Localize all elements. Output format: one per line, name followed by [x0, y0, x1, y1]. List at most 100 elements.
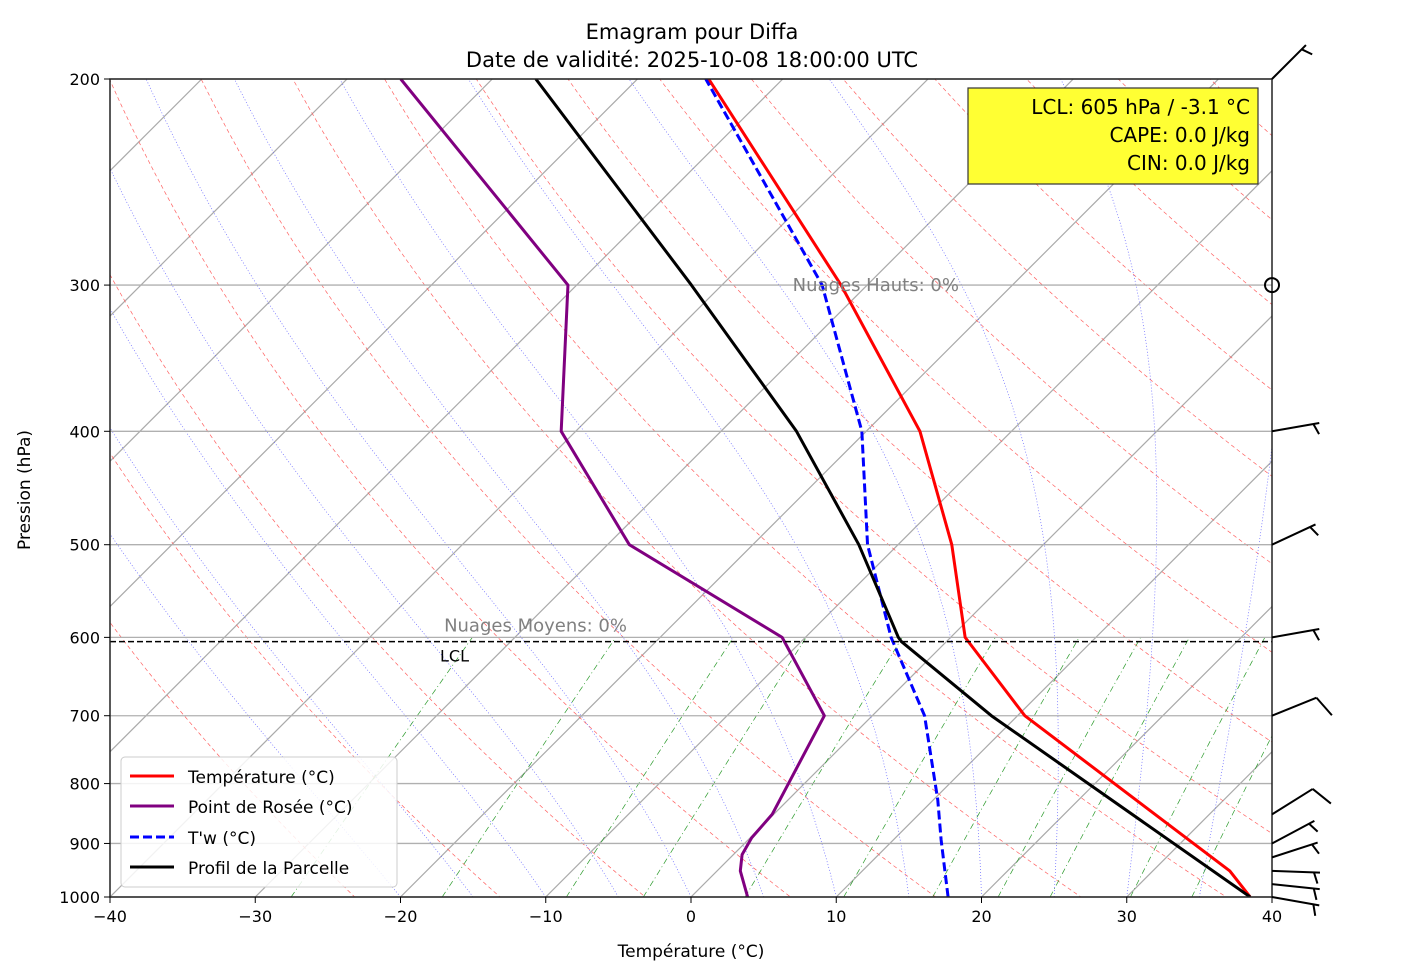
mixing-ratio-line — [566, 637, 734, 897]
wind-barb-feather — [1311, 843, 1320, 855]
wind-barb-staff — [1271, 523, 1316, 546]
wind-barb-staff — [1271, 628, 1320, 639]
dry-adiabat-line — [1273, 53, 1404, 922]
wind-barb-feather — [1312, 888, 1318, 901]
wind-barbs — [1264, 44, 1333, 916]
wind-barb-feather — [1312, 629, 1320, 641]
series-line-profil-de-la-parcelle — [534, 79, 1252, 897]
calm-wind-circle — [1264, 277, 1280, 294]
mixing-ratio-line — [843, 637, 996, 897]
background-lines — [110, 53, 1404, 922]
dry-adiabat-line — [110, 79, 792, 897]
info-box-background — [967, 87, 1259, 185]
y-tick-label: 700 — [69, 707, 100, 726]
legend-label-parcel: Profil de la Parcelle — [188, 859, 349, 879]
x-tick-label: −10 — [529, 907, 563, 926]
x-axis-label: Température (°C) — [617, 942, 765, 962]
wind-barb-feather — [1312, 423, 1320, 435]
wind-barb-staff — [1271, 820, 1315, 845]
x-tick-label: 30 — [1117, 907, 1137, 926]
dry-adiabat-line — [292, 79, 1082, 897]
dry-adiabat-line — [567, 79, 1272, 743]
x-tick-label: 20 — [971, 907, 991, 926]
moist-adiabat-line — [828, 79, 1059, 897]
isotherm-line — [110, 79, 784, 753]
wind-barb-staff — [1271, 883, 1320, 891]
series-line-point-de-ros-e-c- — [399, 79, 826, 897]
isotherm-line — [835, 460, 1272, 897]
mixing-ratio-line — [441, 637, 617, 897]
y-tick-label: 900 — [69, 834, 100, 853]
dry-adiabat-line — [934, 79, 1272, 391]
wind-barb-staff — [1271, 696, 1317, 717]
mixing-ratio-line — [932, 637, 1080, 897]
dry-adiabat-line — [1363, 53, 1404, 922]
mixing-ratio-line — [997, 637, 1141, 897]
legend-label-dewpoint: Point de Rosée (°C) — [188, 798, 353, 818]
wind-barb-staff — [1271, 421, 1320, 433]
legend: Température (°C) Point de Rosée (°C) T'w… — [120, 756, 398, 888]
annotation-mid-clouds: Nuages Moyens: 0% — [444, 615, 627, 636]
isotherm-line — [980, 605, 1272, 897]
isotherm-line — [1271, 896, 1272, 897]
annotation-high-clouds: Nuages Hauts: 0% — [793, 275, 959, 296]
dry-adiabat-line — [200, 79, 937, 897]
x-tick-label: −40 — [93, 907, 127, 926]
dry-adiabat-line — [110, 274, 646, 897]
chart-title: Emagram pour Diffa — [586, 20, 799, 44]
y-tick-label: 300 — [69, 276, 100, 295]
y-tick-label: 400 — [69, 422, 100, 441]
isotherm-line — [110, 79, 494, 463]
series-lines — [399, 79, 1252, 897]
y-tick-label: 200 — [69, 70, 100, 89]
series-line-t-w-c- — [704, 79, 950, 897]
isotherm-line — [544, 169, 1272, 897]
moist-adiabat-line — [145, 79, 692, 897]
moist-adiabat-line — [234, 79, 764, 897]
x-tick-label: −30 — [238, 907, 272, 926]
dry-adiabat-line — [475, 79, 1272, 834]
mixing-ratio-line — [1130, 637, 1266, 897]
info-cin: CIN: 0.0 J/kg — [1127, 151, 1250, 175]
isotherm-line — [690, 315, 1272, 897]
isotherm-line — [1125, 750, 1272, 897]
legend-label-wetbulb: T'w (°C) — [187, 829, 256, 849]
wind-barb-feather — [1312, 904, 1317, 916]
wind-barb-feather — [1301, 48, 1313, 56]
moist-adiabat-line — [468, 79, 910, 897]
series-line-temp-rature-c- — [707, 79, 1252, 897]
wind-barb-feather — [1308, 822, 1319, 833]
y-axis-label: Pression (hPa) — [15, 430, 35, 550]
info-cape: CAPE: 0.0 J/kg — [1109, 123, 1250, 147]
y-tick-label: 600 — [69, 628, 100, 647]
wind-barb-staff — [1271, 788, 1314, 816]
wind-barb-feather — [1313, 872, 1319, 884]
wind-barb-staff — [1271, 44, 1307, 80]
wind-barb-feather — [1309, 526, 1319, 536]
y-tick-label: 1000 — [59, 888, 100, 907]
chart-subtitle: Date de validité: 2025-10-08 18:00:00 UT… — [466, 48, 918, 72]
legend-label-temperature: Température (°C) — [187, 768, 335, 788]
info-lcl: LCL: 605 hPa / -3.1 °C — [1031, 95, 1250, 119]
dry-adiabat-line — [842, 79, 1272, 477]
wind-barb-feather — [1315, 697, 1333, 716]
x-tick-label: −20 — [384, 907, 418, 926]
wind-barb-staff — [1271, 896, 1320, 907]
x-tick-label: 10 — [826, 907, 846, 926]
wind-barb-staff — [1271, 841, 1318, 859]
isotherm-line — [399, 79, 1220, 897]
wind-barb-staff — [1271, 869, 1321, 874]
lcl-label: LCL — [440, 647, 469, 666]
x-tick-label: 40 — [1262, 907, 1282, 926]
dry-adiabat-line — [384, 79, 1227, 897]
y-tick-label: 500 — [69, 536, 100, 555]
moist-adiabat-line — [1199, 442, 1272, 897]
isotherm-line — [110, 79, 639, 608]
moist-adiabat-line — [339, 79, 837, 897]
info-box: LCL: 605 hPa / -3.1 °C CAPE: 0.0 J/kg CI… — [967, 87, 1259, 185]
mixing-ratio-line — [1049, 637, 1190, 897]
wind-barb-feather — [1312, 788, 1332, 805]
isotherm-line — [110, 79, 348, 317]
